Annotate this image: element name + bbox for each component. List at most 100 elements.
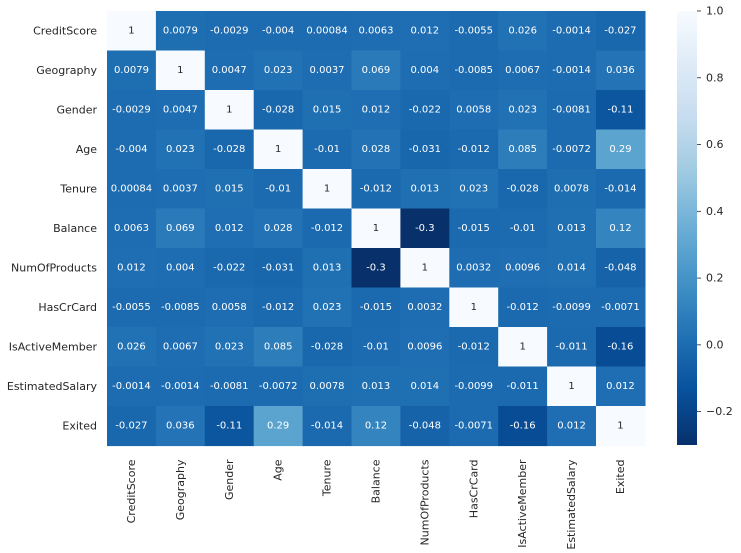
cell-value-label: 1 [275, 144, 281, 155]
cell-value-label: -0.028 [262, 104, 294, 115]
cell-value-label: -0.16 [510, 420, 536, 431]
cell-value-label: 0.012 [117, 262, 146, 273]
cell-value-label: 0.0067 [505, 65, 540, 76]
cell-value-label: 0.023 [313, 302, 342, 313]
heatmap-cell [596, 366, 646, 407]
cell-value-label: 0.004 [411, 65, 440, 76]
x-tick-label: IsActiveMember [516, 459, 529, 548]
heatmap-cell [498, 366, 548, 407]
heatmap-cell [107, 406, 157, 447]
y-tick-label: Tenure [59, 182, 97, 195]
y-tick-label: Gender [56, 103, 97, 116]
cell-value-label: 0.012 [557, 420, 586, 431]
heatmap-cell [596, 406, 646, 447]
cell-value-label: -0.01 [265, 183, 291, 194]
cell-value-label: 0.023 [166, 144, 195, 155]
cell-value-label: -0.028 [507, 183, 539, 194]
heatmap-cell [155, 11, 206, 52]
cell-value-label: -0.012 [458, 341, 490, 352]
heatmap-cell [253, 169, 304, 210]
heatmap-cell [449, 129, 499, 170]
cell-value-label: 0.0096 [407, 341, 442, 352]
cell-value-label: 0.012 [362, 104, 391, 115]
heatmap-cell [253, 366, 304, 407]
cell-value-label: 0.0032 [456, 262, 491, 273]
cell-value-label: -0.16 [608, 341, 634, 352]
cell-value-label: 0.0058 [456, 104, 491, 115]
heatmap-cell [302, 90, 353, 131]
heatmap-cell [107, 287, 157, 328]
heatmap-cell [302, 327, 353, 368]
heatmap-cell [204, 287, 255, 328]
heatmap-cell [204, 366, 255, 407]
heatmap-cell [596, 169, 646, 210]
cell-value-label: 0.023 [264, 65, 293, 76]
heatmap-cell [155, 248, 206, 289]
x-tick-label: CreditScore [125, 459, 138, 523]
cell-value-label: 0.023 [459, 183, 488, 194]
heatmap-cell [498, 327, 548, 368]
cell-value-label: 0.069 [166, 223, 195, 234]
colorbar-tick-label: 0.0 [706, 338, 724, 351]
heatmap-cell [204, 11, 255, 52]
heatmap-cell [547, 366, 597, 407]
heatmap-cell [449, 11, 499, 52]
x-tick-label: Gender [223, 459, 236, 500]
heatmap-cell [596, 327, 646, 368]
cell-value-label: -0.031 [409, 144, 441, 155]
heatmap-cell [107, 327, 157, 368]
cell-value-label: -0.012 [458, 144, 490, 155]
heatmap-cell [596, 248, 646, 289]
colorbar: −0.2 0.0 0.2 0.4 0.6 0.8 1.0 [677, 5, 733, 445]
heatmap-cell [253, 287, 304, 328]
cell-value-label: 0.0078 [310, 381, 345, 392]
heatmap-cell [449, 169, 499, 210]
cell-value-label: -0.0085 [161, 302, 200, 313]
cell-value-label: -0.3 [366, 262, 386, 273]
cell-value-label: 1 [226, 104, 232, 115]
cell-value-label: 0.0047 [163, 104, 198, 115]
cell-value-label: -0.004 [262, 25, 294, 36]
cell-value-label: 0.0037 [163, 183, 198, 194]
cell-value-label: 0.12 [365, 420, 387, 431]
cell-value-label: -0.11 [608, 104, 634, 115]
cell-value-label: -0.022 [409, 104, 441, 115]
heatmap-cell [107, 11, 157, 52]
cell-value-label: 0.00084 [111, 183, 152, 194]
cell-value-label: -0.011 [507, 381, 539, 392]
heatmap-cell [449, 90, 499, 131]
heatmap-cell [547, 90, 597, 131]
heatmap-cell [547, 11, 597, 52]
heatmap-cell [498, 50, 548, 91]
cell-value-label: -0.0072 [552, 144, 591, 155]
cell-value-label: -0.11 [216, 420, 242, 431]
x-tick-label: Age [272, 459, 285, 481]
cell-value-label: -0.0055 [112, 302, 151, 313]
heatmap-cell [400, 248, 450, 289]
heatmap-cell [498, 248, 548, 289]
cell-value-label: -0.0071 [601, 302, 640, 313]
cell-value-label: -0.014 [311, 420, 343, 431]
cell-value-label: 0.0079 [163, 25, 198, 36]
heatmap-cell [204, 327, 255, 368]
cell-value-label: 1 [324, 183, 330, 194]
heatmap-cell [107, 129, 157, 170]
cell-value-label: -0.027 [115, 420, 147, 431]
heatmap-cell [107, 50, 157, 91]
heatmap-cell [400, 11, 450, 52]
cell-value-label: 1 [422, 262, 428, 273]
cell-value-label: 0.012 [411, 25, 440, 36]
heatmap-cell [155, 169, 206, 210]
heatmap-cell [449, 208, 499, 249]
heatmap-cell [351, 406, 401, 447]
cell-value-label: 1 [568, 381, 574, 392]
cell-value-label: -0.01 [510, 223, 536, 234]
heatmap-cell [351, 50, 401, 91]
cell-value-label: -0.0072 [259, 381, 298, 392]
colorbar-tick-label: 0.6 [706, 138, 724, 151]
cell-value-label: 0.0079 [114, 65, 149, 76]
cell-value-label: -0.0081 [210, 381, 249, 392]
cell-value-label: -0.0029 [210, 25, 249, 36]
heatmap-cell [449, 50, 499, 91]
cell-value-label: -0.0014 [552, 25, 591, 36]
